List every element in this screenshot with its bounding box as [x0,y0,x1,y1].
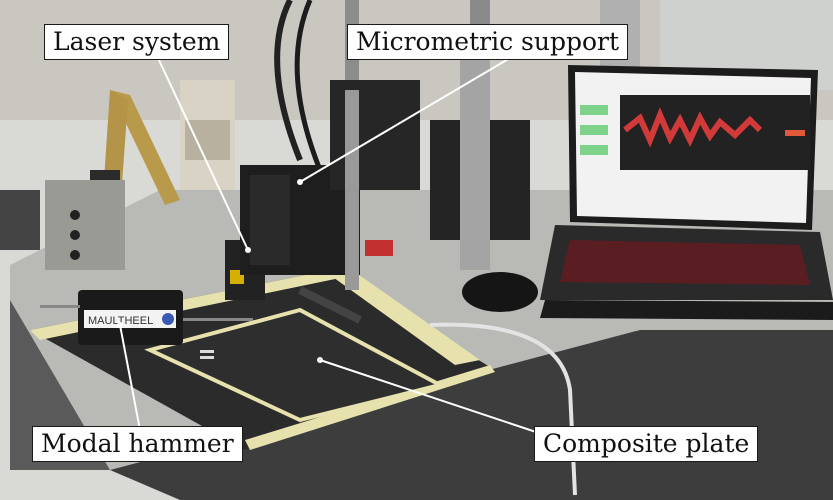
hammer-brand-text: MAULTHEEL [88,315,153,327]
leader-plate [319,359,561,441]
leader-micro [299,57,511,183]
label-modal-hammer: Modal hammer [32,426,243,462]
label-composite-plate: Composite plate [534,426,759,462]
leader-hammer [119,324,141,431]
label-micrometric-support: Micrometric support [347,24,629,60]
computer-mouse [462,272,538,312]
leader-laser [157,57,249,251]
label-laser-system: Laser system [44,24,230,60]
